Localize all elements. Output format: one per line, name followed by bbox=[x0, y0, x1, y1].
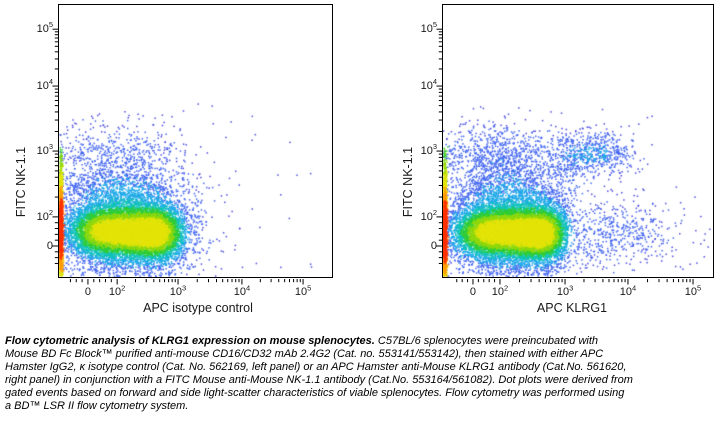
y-axis-tick-label: 102 bbox=[36, 207, 53, 223]
x-axis-tick-label: 105 bbox=[294, 283, 312, 298]
y-axis-ticks bbox=[436, 28, 442, 264]
y-axis-tick-label: 0 bbox=[46, 239, 53, 252]
x-axis-tick-label: 103 bbox=[556, 283, 574, 298]
x-axis-tick-label: 0 bbox=[469, 286, 477, 298]
y-axis-label: FITC NK-1.1 bbox=[401, 146, 415, 218]
y-axis-ticks bbox=[52, 28, 58, 264]
y-axis-tick-label: 105 bbox=[420, 20, 437, 35]
x-axis-ticks bbox=[69, 279, 304, 285]
y-axis-tick-label: 103 bbox=[36, 142, 53, 157]
x-axis-tick-label: 104 bbox=[233, 283, 251, 298]
y-axis-tick-label: 0 bbox=[430, 239, 437, 252]
x-axis-ticks bbox=[456, 279, 694, 285]
y-axis-tick-label: 105 bbox=[36, 20, 53, 35]
x-axis-tick-label: 104 bbox=[619, 283, 637, 298]
plot-area-border bbox=[441, 3, 714, 278]
x-axis-tick-label: 105 bbox=[684, 283, 702, 298]
y-axis-tick-label: 103 bbox=[420, 142, 437, 157]
figure-caption: Flow cytometric analysis of KLRG1 expres… bbox=[5, 335, 633, 413]
plot-area-border bbox=[57, 3, 333, 278]
caption-body: C57BL/6 splenocytes were preincubated wi… bbox=[5, 335, 633, 412]
y-axis-tick-label: 104 bbox=[420, 77, 437, 92]
caption-lead-sentence: Flow cytometric analysis of KLRG1 expres… bbox=[5, 335, 375, 347]
x-axis-label: APC isotype control bbox=[143, 301, 253, 315]
density-dot-canvas-left bbox=[58, 4, 332, 277]
x-axis-tick-label: 102 bbox=[491, 283, 509, 298]
x-axis-tick-label: 0 bbox=[84, 286, 91, 298]
x-axis-tick-label: 103 bbox=[169, 283, 187, 298]
density-dot-canvas-right bbox=[442, 4, 713, 277]
y-axis-tick-label: 102 bbox=[420, 207, 437, 223]
y-axis-tick-label: 104 bbox=[36, 77, 53, 92]
x-axis-label: APC KLRG1 bbox=[536, 301, 608, 315]
x-axis-tick-label: 102 bbox=[108, 283, 126, 298]
